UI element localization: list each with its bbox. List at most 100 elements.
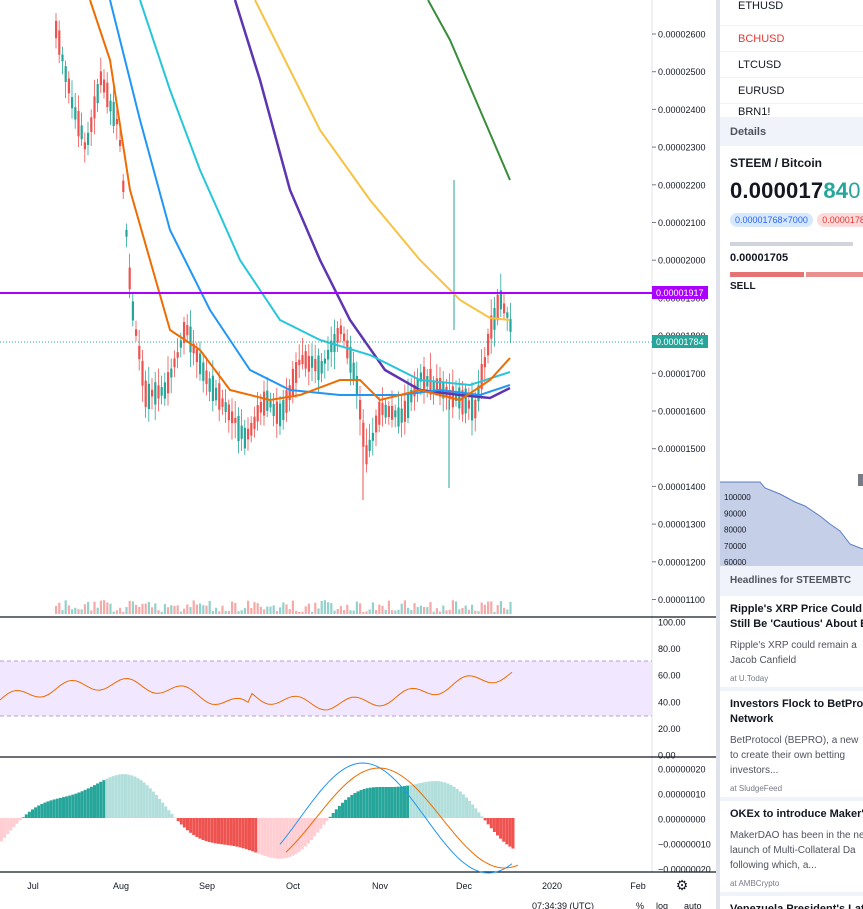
volume-bar — [442, 605, 445, 614]
chart-area[interactable]: 0.00002600 0.00002500 0.00002400 0.00002300… — [0, 0, 716, 909]
macd-bar — [483, 818, 487, 821]
price-tick-label: 0.00002400 — [658, 105, 706, 115]
macd-bar — [272, 818, 276, 859]
candle-body — [253, 416, 256, 429]
volume-bar — [167, 607, 170, 614]
macd-bar — [418, 783, 422, 818]
volume-bar — [208, 600, 211, 614]
macd-bar — [415, 783, 419, 818]
settings-icon[interactable]: ⚙ — [676, 877, 689, 893]
macd-bar — [399, 786, 403, 818]
candle-body — [339, 325, 342, 335]
chart-background — [0, 0, 716, 909]
macd-bar — [204, 818, 208, 842]
macd-bar — [331, 812, 335, 818]
macd-bar — [248, 818, 251, 851]
price-tick-label: 0.00002600 — [658, 30, 706, 40]
volume-bar — [227, 610, 230, 614]
volume-bar — [138, 606, 141, 614]
macd-bar — [18, 818, 22, 821]
candle-body — [407, 392, 410, 418]
macd-bar — [142, 782, 146, 818]
candle-body — [381, 403, 384, 415]
macd-bar — [105, 778, 109, 818]
depth-y-label: 80000 — [724, 526, 747, 535]
watchlist-item-bchusd[interactable]: BCHUSD — [720, 26, 863, 52]
candle-body — [371, 432, 374, 441]
candle-body — [125, 229, 128, 237]
news-summary: MakerDAO has been in the ne launch of Mul… — [730, 830, 863, 871]
volume-bar — [275, 610, 278, 614]
candle-body — [243, 427, 246, 449]
volume-bar — [55, 605, 58, 614]
macd-bar — [421, 782, 425, 818]
price-tail: 0 — [848, 178, 861, 203]
macd-bar — [430, 781, 434, 818]
macd-bar — [403, 786, 406, 818]
volume-bar — [215, 607, 218, 614]
macd-bar — [40, 803, 44, 818]
macd-bar — [303, 818, 307, 847]
candle-body — [138, 345, 141, 360]
watchlist-item-brn1[interactable]: BRN1! — [720, 104, 863, 118]
news-item[interactable]: Ripple's XRP Price Could I Still Be 'Caut… — [720, 596, 863, 691]
macd-bar — [325, 818, 329, 821]
volume-bar — [378, 604, 381, 614]
volume-bar — [400, 603, 403, 614]
candle-body — [183, 322, 186, 344]
volume-bar — [285, 604, 288, 614]
candle-body — [477, 385, 480, 402]
macd-bar — [139, 780, 143, 818]
macd-tick-label: −0.00000010 — [658, 840, 711, 850]
watchlist-item-ltcusd[interactable]: LTCUSD — [720, 52, 863, 78]
candle-body — [455, 393, 458, 401]
volume-bar — [160, 611, 163, 614]
last-price-tag — [652, 335, 708, 348]
macd-bar — [96, 783, 100, 818]
news-item[interactable]: OKEx to introduce Maker' MakerDAO has bee… — [720, 801, 863, 896]
price-tick-label: 0.00001700 — [658, 369, 706, 379]
time-tick-label: Oct — [286, 881, 301, 891]
candle-body — [397, 407, 400, 427]
candle-body — [435, 378, 438, 390]
news-title: OKEx to introduce Maker' — [730, 808, 863, 820]
macd-bar — [151, 791, 155, 818]
watchlist-item-ethusd[interactable]: ETHUSD — [720, 0, 863, 26]
macd-bar — [226, 818, 230, 846]
macd-bar — [368, 787, 372, 818]
candle-body — [234, 417, 237, 423]
volume-bar — [451, 600, 454, 614]
macd-signal-line — [285, 767, 519, 869]
macd-line — [279, 762, 513, 874]
bid-ask-row: 0.00001768×7000 0.0000178 — [730, 210, 863, 228]
candle-body — [301, 355, 304, 365]
volume-bar — [432, 611, 435, 614]
candle-body — [195, 349, 198, 363]
news-item[interactable]: Venezuela President's LatCryptocurrency … — [720, 896, 863, 909]
macd-bar — [130, 775, 134, 818]
news-source: at AMBCrypto — [730, 879, 780, 888]
macd-bar — [362, 788, 366, 818]
candle-body — [336, 327, 339, 343]
volume-bar — [343, 610, 346, 614]
candle-body — [323, 358, 326, 364]
volume-bar — [298, 611, 301, 614]
candle-body — [304, 351, 307, 369]
volume-bar — [179, 611, 182, 614]
news-item[interactable]: Investors Flock to BetProt Network BetProt… — [720, 691, 863, 801]
candle-body — [154, 382, 157, 405]
candle-body — [439, 378, 442, 397]
watchlist-item-eurusd[interactable]: EURUSD — [720, 78, 863, 104]
volume-bar — [237, 611, 240, 614]
candle-body — [375, 415, 378, 433]
volume-bar — [231, 601, 234, 614]
macd-bar — [244, 818, 248, 850]
volume-bar — [186, 604, 189, 614]
time-tick-label: Aug — [113, 881, 129, 891]
macd-bar — [365, 788, 369, 818]
depth-y-label: 60000 — [724, 558, 747, 566]
macd-bar — [344, 799, 348, 818]
price-chart[interactable]: 0.00002600 0.00002500 0.00002400 0.00002300… — [0, 0, 716, 909]
macd-tick-label: 0.00000020 — [658, 765, 706, 775]
volume-bar — [266, 606, 269, 614]
